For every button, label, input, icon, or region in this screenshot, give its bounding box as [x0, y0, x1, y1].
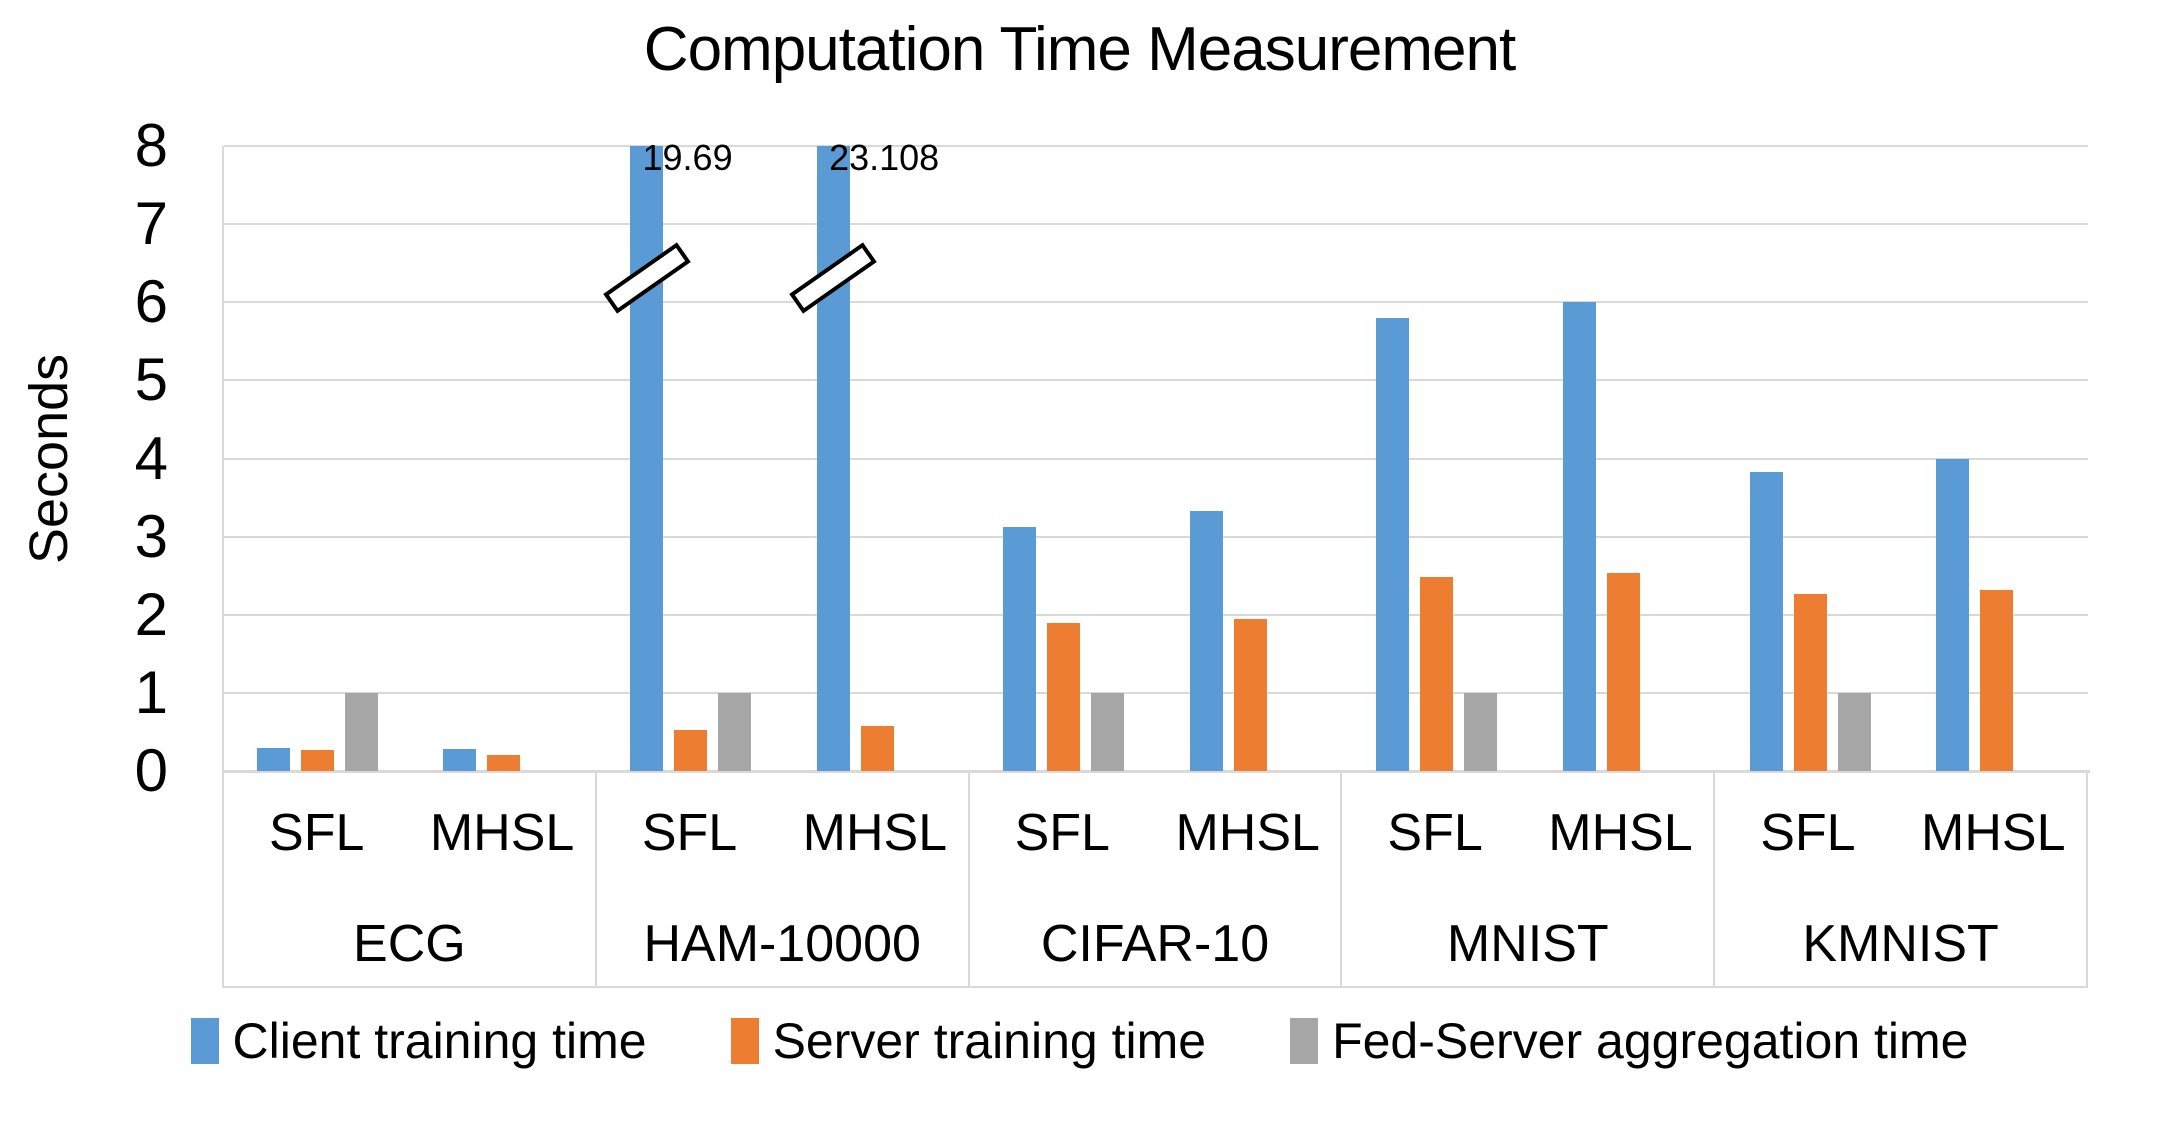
- gridline-8: [224, 145, 2088, 147]
- y-tick-label-4: 4: [134, 424, 168, 492]
- x-axis-label-ham-10000-mhsl: MHSL: [802, 803, 948, 862]
- bar-ham-10000-sfl-server-training-time: [674, 730, 707, 771]
- legend-entry-client-training-time: Client training time: [190, 1012, 647, 1070]
- bar-ecg-sfl-client-training-time: [256, 747, 290, 771]
- method-row-ecg: SFL MHSL: [224, 771, 595, 873]
- legend-swatch-client-training-time: [190, 1018, 219, 1064]
- x-axis-label-ecg: ECG: [353, 915, 466, 973]
- bar-kmnist-sfl-client-training-time: [1749, 471, 1783, 771]
- legend-entry-fed-server-aggregation-time: Fed-Server aggregation time: [1290, 1012, 1969, 1070]
- x-axis-label-cifar-10: CIFAR-10: [1040, 915, 1270, 973]
- y-tick-label-5: 5: [134, 346, 168, 414]
- bar-cifar-10-sfl-client-training-time: [1003, 527, 1037, 771]
- x-axis-group-kmnist: SFL MHSL KMNIST: [1713, 771, 2086, 986]
- y-tick-label-0: 0: [134, 737, 168, 804]
- bar-mnist-sfl-fed-server-aggregation-time: [1464, 692, 1498, 771]
- bar-ecg-mhsl-server-training-time: [487, 755, 521, 771]
- x-axis-label-mnist-sfl: SFL: [1387, 803, 1483, 862]
- gridline-7: [224, 223, 2088, 226]
- bar-ham-10000-mhsl-client-training-time: [816, 146, 850, 771]
- y-tick-label-6: 6: [134, 268, 168, 336]
- x-axis-label-mnist-mhsl: MHSL: [1548, 803, 1693, 862]
- y-tick-label-2: 2: [134, 580, 168, 648]
- x-axis-group-ecg: SFL MHSL ECG: [224, 771, 595, 986]
- bar-cifar-10-sfl-fed-server-aggregation-time: [1091, 692, 1125, 771]
- x-axis-label-kmnist-sfl: SFL: [1760, 803, 1856, 862]
- bar-mnist-sfl-server-training-time: [1420, 577, 1454, 771]
- bar-value-annotation: 23.108: [829, 137, 940, 178]
- x-axis-label-ham-10000: HAM-10000: [643, 915, 921, 973]
- x-axis-group-mnist: SFL MHSL MNIST: [1340, 771, 1713, 986]
- gridline-6: [224, 301, 2088, 304]
- bar-mnist-mhsl-server-training-time: [1607, 573, 1640, 771]
- bar-ham-10000-mhsl-server-training-time: [860, 726, 894, 771]
- y-tick-label-8: 8: [134, 112, 168, 179]
- legend: Client training time Server training time…: [0, 1012, 2159, 1070]
- bar-ham-10000-sfl-fed-server-aggregation-time: [718, 692, 751, 771]
- x-axis-label-kmnist-mhsl: MHSL: [1921, 803, 2066, 862]
- bar-cifar-10-sfl-server-training-time: [1047, 622, 1081, 771]
- x-axis-group-cifar-10: SFL MHSL CIFAR-10: [967, 771, 1341, 986]
- bar-ecg-sfl-server-training-time: [300, 749, 334, 771]
- method-row-kmnist: SFL MHSL: [1715, 771, 2086, 873]
- bar-kmnist-sfl-fed-server-aggregation-time: [1837, 692, 1871, 771]
- x-axis-label-cifar-10-mhsl: MHSL: [1175, 803, 1320, 862]
- bar-cifar-10-mhsl-server-training-time: [1233, 618, 1267, 771]
- bar-value-annotation: 19.69: [642, 137, 733, 178]
- bar-kmnist-mhsl-server-training-time: [1980, 589, 2014, 771]
- x-axis-label-cifar-10-sfl: SFL: [1014, 803, 1110, 862]
- bar-kmnist-mhsl-client-training-time: [1936, 458, 1970, 771]
- y-tick-label-3: 3: [134, 502, 168, 570]
- method-row-mnist: SFL MHSL: [1342, 771, 1713, 873]
- y-tick-label-7: 7: [134, 190, 168, 258]
- method-row-cifar-10: SFL MHSL: [970, 771, 1341, 873]
- gridline-2: [224, 613, 2088, 616]
- legend-label-server-training-time: Server training time: [772, 1013, 1207, 1069]
- bar-kmnist-sfl-server-training-time: [1793, 593, 1827, 771]
- bar-ecg-sfl-fed-server-aggregation-time: [344, 692, 378, 771]
- gridline-4: [224, 457, 2088, 460]
- gridline-1: [224, 691, 2088, 694]
- x-axis-label-ecg-sfl: SFL: [269, 803, 365, 862]
- bar-cifar-10-mhsl-client-training-time: [1189, 510, 1223, 771]
- bar-ecg-mhsl-client-training-time: [443, 749, 477, 771]
- bar-mnist-sfl-client-training-time: [1376, 317, 1410, 771]
- x-axis-group-ham-10000: SFL MHSL HAM-10000: [594, 771, 968, 986]
- legend-swatch-fed-server-aggregation-time: [1290, 1018, 1319, 1064]
- bar-ham-10000-sfl-client-training-time: [630, 146, 663, 771]
- method-row-ham-10000: SFL MHSL: [597, 771, 968, 873]
- x-axis: SFL MHSL ECG SFL MHSL HAM-10000 SFL MHSL CIFAR-1…: [222, 771, 2088, 988]
- x-axis-label-ham-10000-sfl: SFL: [641, 803, 738, 862]
- plot-area: 19.69 23.108: [222, 137, 2090, 773]
- x-axis-label-ecg-mhsl: MHSL: [429, 803, 575, 862]
- legend-entry-server-training-time: Server training time: [730, 1012, 1207, 1070]
- y-tick-label-1: 1: [134, 658, 168, 726]
- x-axis-line: [222, 770, 2090, 773]
- legend-label-fed-server-aggregation-time: Fed-Server aggregation time: [1332, 1013, 1969, 1069]
- x-axis-label-mnist: MNIST: [1446, 915, 1609, 973]
- gridline-5: [224, 379, 2088, 382]
- chart-title: Computation Time Measurement: [643, 15, 1516, 84]
- legend-swatch-server-training-time: [730, 1018, 759, 1064]
- bar-mnist-mhsl-client-training-time: [1563, 302, 1596, 771]
- legend-label-client-training-time: Client training time: [232, 1013, 647, 1069]
- x-axis-label-kmnist: KMNIST: [1802, 915, 1999, 973]
- gridline-3: [224, 535, 2088, 538]
